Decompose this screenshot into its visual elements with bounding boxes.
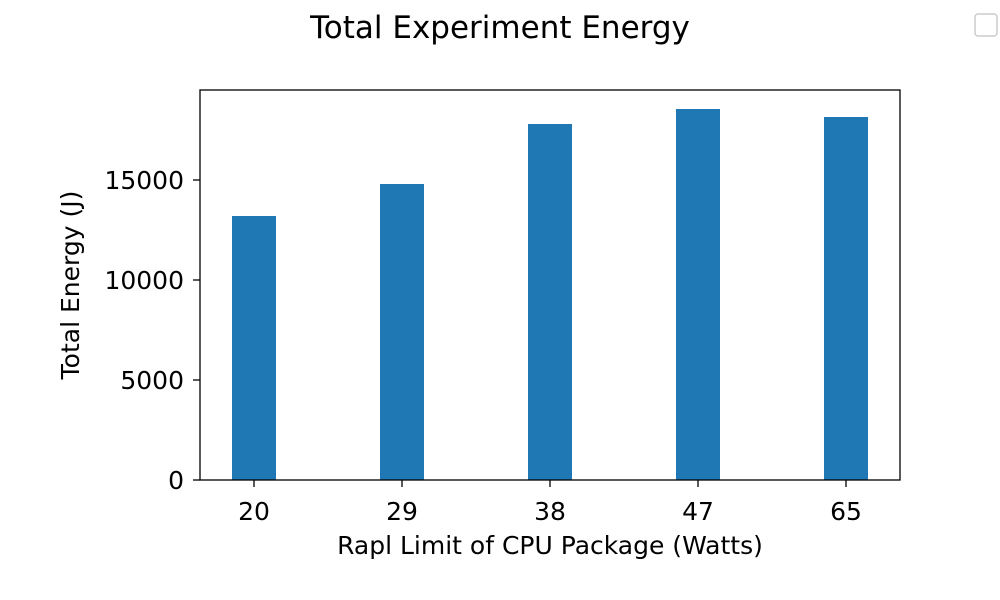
- bar-65: [824, 117, 868, 480]
- y-axis-ticks: 0 5000 10000 15000: [104, 166, 200, 495]
- y-tick-label-10000: 10000: [104, 266, 184, 295]
- x-tick-label-47: 47: [682, 497, 714, 526]
- x-axis-label: Rapl Limit of CPU Package (Watts): [337, 531, 763, 560]
- chart-title: Total Experiment Energy: [309, 10, 690, 46]
- bar-47: [676, 109, 720, 480]
- y-tick-label-0: 0: [168, 466, 184, 495]
- bar-29: [380, 184, 424, 480]
- y-axis-label: Total Energy (J): [56, 191, 85, 381]
- y-tick-label-5000: 5000: [120, 366, 184, 395]
- legend-box: [974, 13, 998, 37]
- x-tick-label-29: 29: [386, 497, 418, 526]
- x-axis-ticks: 20 29 38 47 65: [238, 480, 862, 526]
- y-tick-label-15000: 15000: [104, 166, 184, 195]
- bar-20: [232, 216, 276, 480]
- bar-38: [528, 124, 572, 480]
- x-tick-label-38: 38: [534, 497, 566, 526]
- x-tick-label-65: 65: [830, 497, 862, 526]
- x-tick-label-20: 20: [238, 497, 270, 526]
- bars-group: [232, 109, 868, 480]
